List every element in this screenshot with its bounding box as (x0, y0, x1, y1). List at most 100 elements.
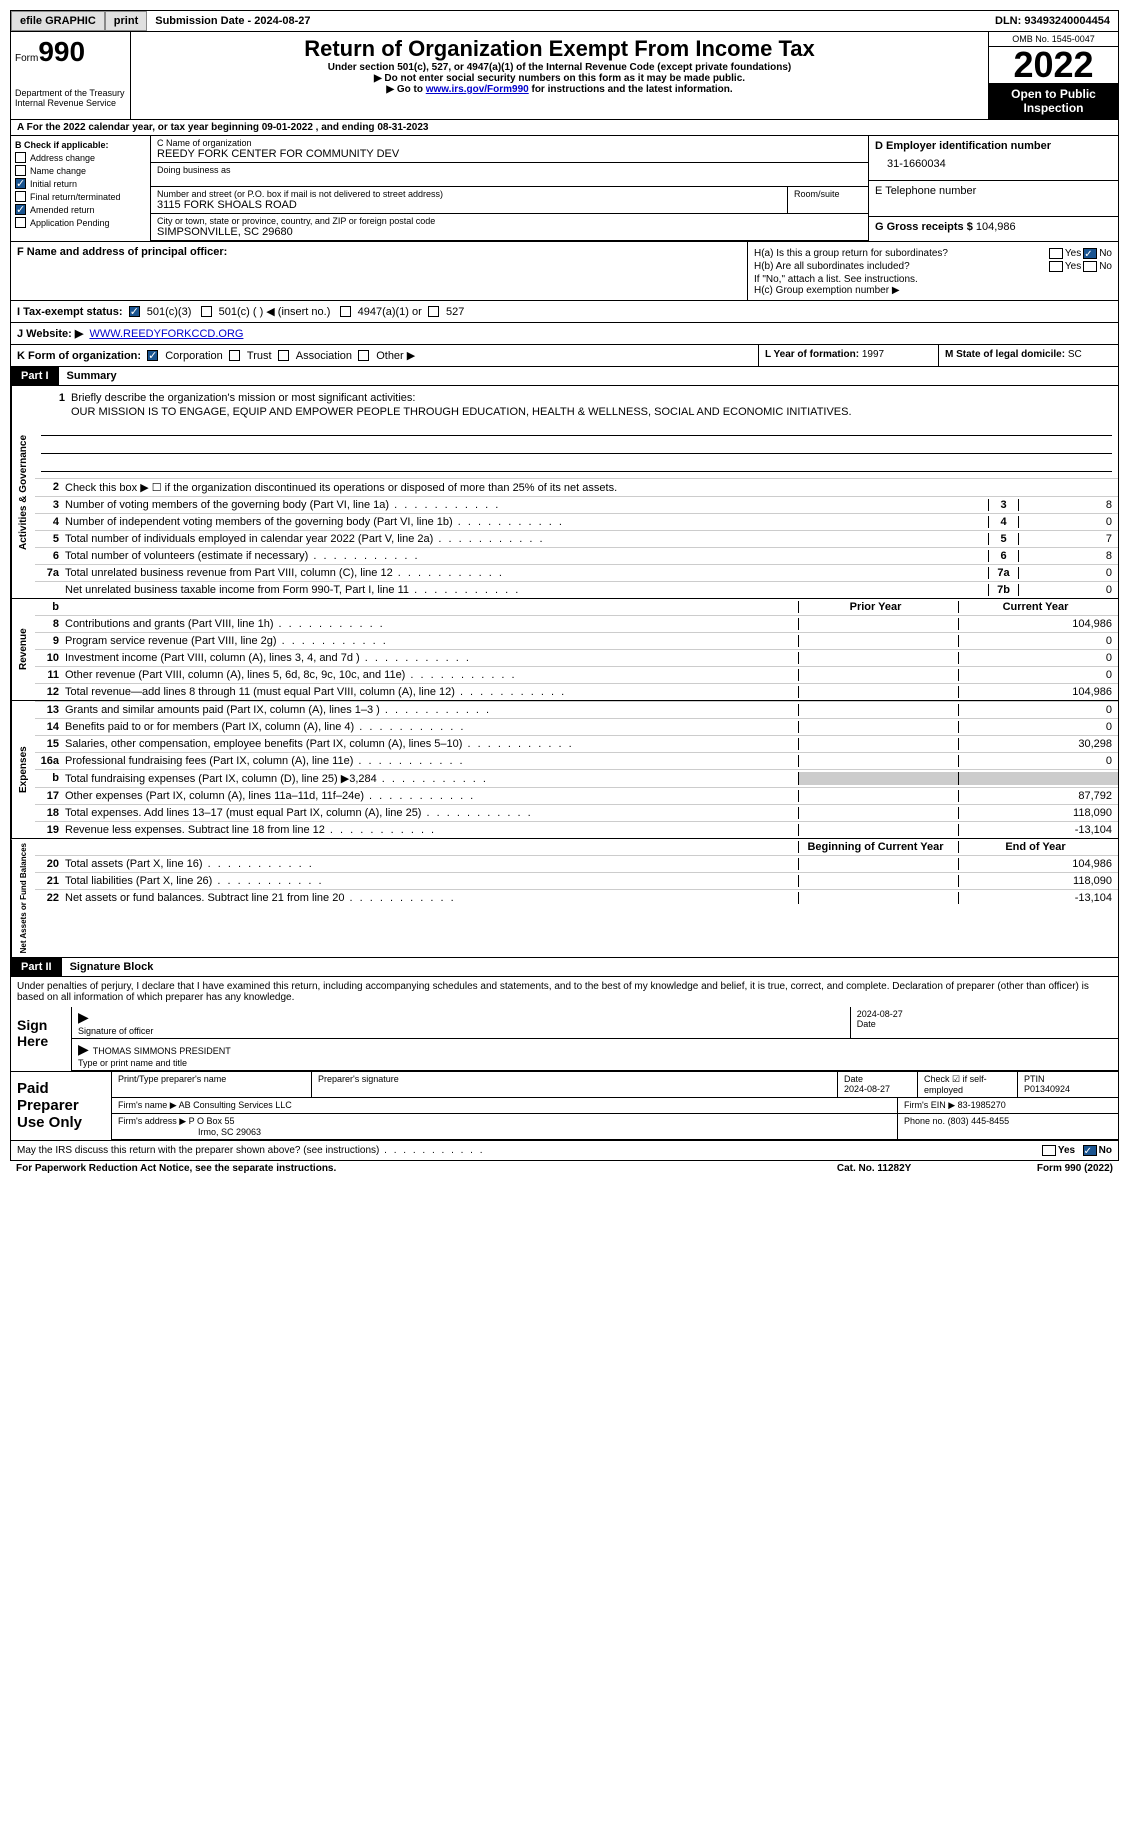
form-header: Form990 Department of the Treasury Inter… (10, 32, 1119, 120)
end-hdr: End of Year (958, 841, 1118, 853)
subtitle-3-prefix: ▶ Go to (386, 84, 425, 95)
ha-no[interactable] (1083, 248, 1097, 259)
prior-year-hdr: Prior Year (798, 601, 958, 613)
prep-name-label: Print/Type preparer's name (118, 1074, 226, 1084)
dept-text: Department of the Treasury Internal Reve… (15, 88, 126, 108)
begin-hdr: Beginning of Current Year (798, 841, 958, 853)
street-address: 3115 FORK SHOALS ROAD (157, 199, 781, 211)
gross-value: 104,986 (976, 221, 1016, 233)
firm-addr2: Irmo, SC 29063 (118, 1127, 261, 1137)
l-value: 1997 (862, 349, 884, 360)
form-footer: Form 990 (2022) (1037, 1163, 1113, 1174)
form-number: 990 (38, 36, 85, 67)
gross-label: G Gross receipts $ (875, 221, 973, 233)
check-initial[interactable] (15, 178, 26, 189)
chk-corp[interactable] (147, 350, 158, 361)
firm-addr-label: Firm's address ▶ (118, 1116, 186, 1126)
chk-other[interactable] (358, 350, 369, 361)
dba-label: Doing business as (157, 165, 862, 175)
m-label: M State of legal domicile: (945, 349, 1065, 360)
phone-value: (803) 445-8455 (948, 1116, 1010, 1126)
firm-name-label: Firm's name ▶ (118, 1100, 177, 1110)
website-link[interactable]: WWW.REEDYFORKCCD.ORG (89, 328, 243, 340)
subtitle-2: ▶ Do not enter social security numbers o… (135, 73, 984, 84)
form-title: Return of Organization Exempt From Incom… (135, 36, 984, 62)
prep-sig-label: Preparer's signature (318, 1074, 399, 1084)
ein-label: D Employer identification number (875, 140, 1051, 152)
chk-trust[interactable] (229, 350, 240, 361)
chk-4947[interactable] (340, 306, 351, 317)
submission-date: Submission Date - 2024-08-27 (147, 12, 318, 30)
subtitle-3-suffix: for instructions and the latest informat… (529, 84, 733, 95)
check-amended[interactable] (15, 204, 26, 215)
hb-yes[interactable] (1049, 261, 1063, 272)
firm-ein: 83-1985270 (958, 1100, 1006, 1110)
name-label: C Name of organization (157, 138, 862, 148)
hb-text: H(b) Are all subordinates included? (754, 261, 1047, 272)
vert-netassets: Net Assets or Fund Balances (11, 839, 35, 957)
check-pending[interactable] (15, 217, 26, 228)
firm-name: AB Consulting Services LLC (179, 1100, 292, 1110)
section-f-label: F Name and address of principal officer: (17, 246, 227, 258)
vert-activities: Activities & Governance (11, 386, 35, 598)
ptin-value: P01340924 (1024, 1084, 1070, 1094)
discuss-no[interactable] (1083, 1145, 1097, 1156)
city-label: City or town, state or province, country… (157, 216, 862, 226)
name-title-label: Type or print name and title (78, 1058, 187, 1068)
room-label: Room/suite (794, 189, 862, 199)
chk-501c[interactable] (201, 306, 212, 317)
section-b: B Check if applicable: Address change Na… (11, 136, 151, 241)
part-1-header: Part I (11, 367, 59, 385)
l-label: L Year of formation: (765, 349, 859, 360)
ha-text: H(a) Is this a group return for subordin… (754, 248, 1047, 259)
chk-527[interactable] (428, 306, 439, 317)
check-final[interactable] (15, 191, 26, 202)
paid-preparer-label: Paid Preparer Use Only (11, 1072, 111, 1140)
line1-label: Briefly describe the organization's miss… (71, 392, 1112, 404)
line2-text: Check this box ▶ ☐ if the organization d… (65, 481, 1118, 494)
check-address[interactable] (15, 152, 26, 163)
mission-text: OUR MISSION IS TO ENGAGE, EQUIP AND EMPO… (41, 406, 1112, 418)
chk-assoc[interactable] (278, 350, 289, 361)
check-name[interactable] (15, 165, 26, 176)
discuss-yes[interactable] (1042, 1145, 1056, 1156)
discuss-text: May the IRS discuss this return with the… (17, 1145, 1040, 1156)
org-name: REEDY FORK CENTER FOR COMMUNITY DEV (157, 148, 862, 160)
phone-label: Phone no. (904, 1116, 945, 1126)
irs-link[interactable]: www.irs.gov/Form990 (426, 84, 529, 95)
paperwork-notice: For Paperwork Reduction Act Notice, see … (16, 1163, 837, 1174)
sig-officer-label: Signature of officer (78, 1026, 153, 1036)
part-2-header: Part II (11, 958, 62, 976)
m-value: SC (1068, 349, 1082, 360)
tax-year: 2022 (989, 47, 1118, 83)
cat-number: Cat. No. 11282Y (837, 1163, 1037, 1174)
firm-ein-label: Firm's EIN ▶ (904, 1100, 955, 1110)
date-label: Date (857, 1019, 876, 1029)
check-self-employed: Check ☑ if self-employed (924, 1074, 987, 1095)
ptin-label: PTIN (1024, 1074, 1045, 1084)
section-i: I Tax-exempt status: 501(c)(3) 501(c) ( … (10, 301, 1119, 323)
efile-button[interactable]: efile GRAPHIC (11, 11, 105, 31)
print-button[interactable]: print (105, 11, 147, 31)
vert-revenue: Revenue (11, 599, 35, 700)
section-b-label: B Check if applicable: (15, 140, 109, 150)
hb-no[interactable] (1083, 261, 1097, 272)
subtitle-1: Under section 501(c), 527, or 4947(a)(1)… (135, 62, 984, 73)
part-1-title: Summary (59, 367, 125, 385)
i-label: I Tax-exempt status: (17, 306, 123, 318)
hc-text: H(c) Group exemption number ▶ (754, 285, 1112, 296)
current-year-hdr: Current Year (958, 601, 1118, 613)
section-a: A For the 2022 calendar year, or tax yea… (10, 120, 1119, 136)
ein-value: 31-1660034 (875, 152, 1112, 176)
chk-501c3[interactable] (129, 306, 140, 317)
sign-here-label: Sign Here (11, 1007, 71, 1071)
firm-addr1: P O Box 55 (189, 1116, 235, 1126)
penalty-text: Under penalties of perjury, I declare th… (11, 977, 1118, 1007)
sig-date: 2024-08-27 (857, 1009, 903, 1019)
k-label: K Form of organization: (17, 350, 141, 362)
form-label: Form (15, 53, 38, 64)
ha-yes[interactable] (1049, 248, 1063, 259)
j-label: J Website: ▶ (17, 328, 83, 340)
hb-note: If "No," attach a list. See instructions… (754, 274, 1112, 285)
city-state-zip: SIMPSONVILLE, SC 29680 (157, 226, 862, 238)
